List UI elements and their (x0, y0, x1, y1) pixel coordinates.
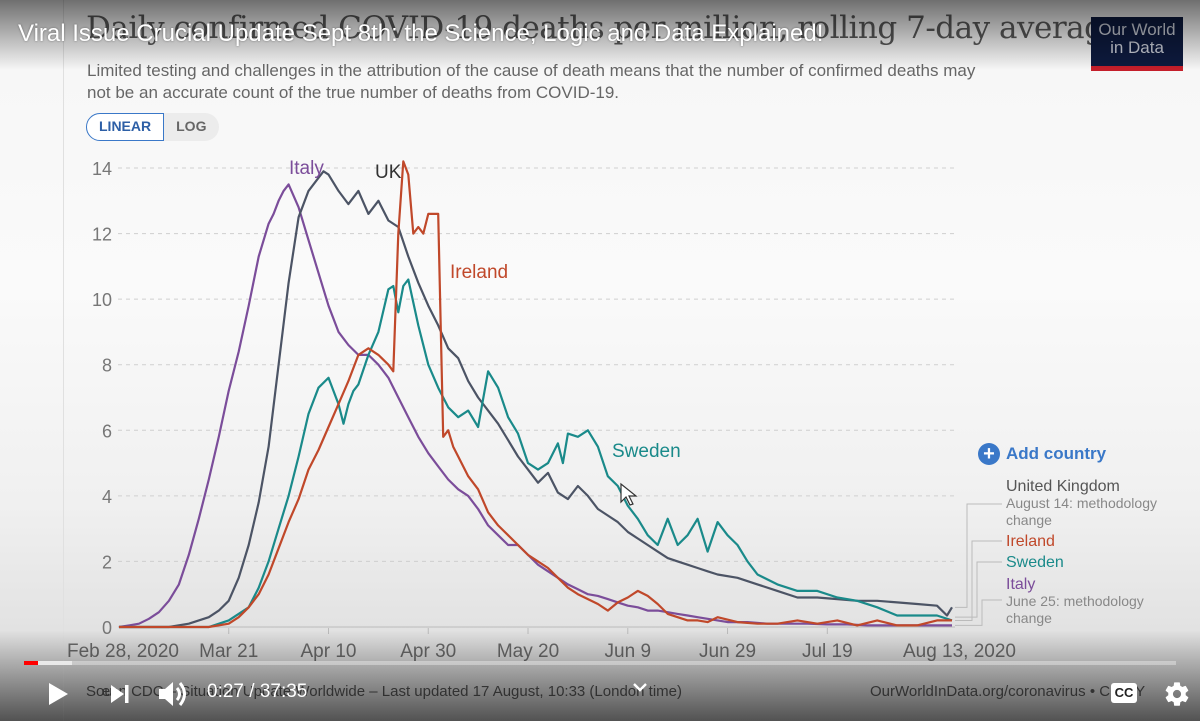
next-icon[interactable] (108, 682, 132, 706)
legend-connector-line (955, 540, 1002, 621)
legend-connector-line (955, 503, 1002, 608)
x-tick-label: Mar 21 (199, 641, 258, 662)
x-tick-label: Jun 9 (605, 641, 651, 662)
y-tick-label: 8 (102, 356, 112, 376)
y-tick-label: 0 (102, 618, 112, 638)
cc-button[interactable]: CC (1111, 683, 1137, 703)
legend-entry-sweden[interactable]: Sweden (1006, 554, 1064, 571)
series-line-united-kingdom[interactable] (119, 170, 953, 629)
legend-entry-ireland[interactable]: Ireland (1006, 533, 1055, 550)
legend-entry-uk[interactable]: United Kingdom (1006, 478, 1120, 495)
chevron-down-icon[interactable] (632, 681, 648, 693)
chart-url[interactable]: OurWorldInData.org/coronavirus • CC BY (870, 683, 1146, 700)
x-tick-label: Apr 30 (400, 641, 456, 662)
x-tick-label: Aug 13, 2020 (903, 641, 1016, 662)
legend-note-uk: August 14: methodology change (1006, 495, 1157, 528)
y-tick-label: 10 (92, 290, 112, 310)
y-tick-label: 4 (102, 487, 112, 507)
y-tick-label: 14 (92, 159, 112, 179)
x-tick-label: May 20 (497, 641, 559, 662)
add-country-label: Add country (1006, 444, 1107, 463)
series-line-sweden[interactable] (119, 278, 953, 629)
played-bar (24, 661, 38, 665)
progress-bar[interactable] (24, 661, 1176, 665)
scale-toggle[interactable]: LINEAR LOG (86, 113, 220, 141)
legend-note-italy: June 25: methodology change (1006, 593, 1144, 626)
y-tick-label: 2 (102, 552, 112, 572)
series-line-ireland[interactable] (119, 160, 952, 629)
y-tick-label: 6 (102, 421, 112, 441)
frame-left-border (63, 0, 64, 721)
series-lines (118, 160, 953, 629)
play-icon[interactable] (45, 680, 71, 708)
y-axis-ticks: 0 2 4 6 8 10 12 14 (92, 159, 112, 638)
x-axis-ticks: Feb 28, 2020 Mar 21 Apr 10 Apr 30 May 20 Jun … (67, 628, 1016, 662)
settings-gear-icon[interactable] (1163, 680, 1191, 708)
volume-icon[interactable] (156, 679, 190, 709)
series-label-ireland: Ireland (450, 262, 508, 283)
time-display: 0:27 / 37:35 (207, 681, 308, 702)
legend-connectors (955, 503, 1002, 626)
buffered-bar (24, 661, 73, 665)
x-tick-label: Jun 29 (699, 641, 756, 662)
mouse-cursor-icon (620, 482, 638, 506)
x-tick-label: Jul 19 (802, 641, 853, 662)
scale-log-button[interactable]: LOG (176, 118, 207, 134)
legend-connector-line (955, 561, 1002, 618)
plus-icon: + (978, 443, 1000, 465)
video-title[interactable]: Viral Issue Crucial Update Sept 8th: the… (18, 20, 824, 47)
legend-entry-italy[interactable]: Italy (1006, 576, 1036, 593)
add-country-button[interactable]: + Add country (978, 443, 1106, 465)
x-tick-label: Feb 28, 2020 (67, 641, 179, 662)
x-tick-label: Apr 10 (301, 641, 357, 662)
y-tick-label: 12 (92, 225, 112, 245)
series-label-united-kingdom: UK (375, 162, 402, 183)
series-label-italy: Italy (289, 158, 324, 179)
series-label-sweden: Sweden (612, 441, 681, 462)
series-labels: Italy UK Ireland Sweden (289, 158, 681, 462)
legend-connector-line (955, 599, 1002, 626)
gridlines (118, 167, 955, 628)
scale-linear-button[interactable]: LINEAR (86, 113, 165, 141)
